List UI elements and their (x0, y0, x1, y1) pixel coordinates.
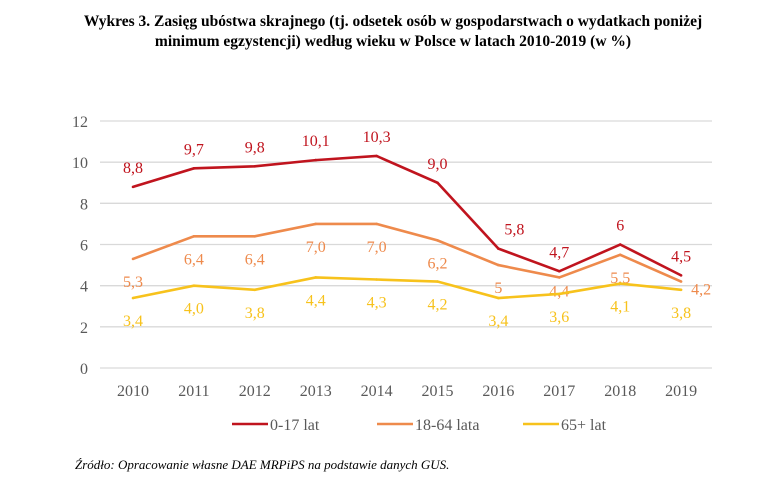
source-note: Źródło: Opracowanie własne DAE MRPiPS na… (75, 457, 450, 472)
x-tick-label: 2010 (117, 383, 149, 400)
data-label: 9,7 (184, 141, 204, 158)
data-label: 6,2 (428, 255, 448, 272)
data-label: 6,4 (245, 251, 265, 268)
data-point (558, 292, 561, 296)
data-point (375, 154, 378, 158)
data-label: 4,3 (367, 294, 387, 311)
data-point (436, 280, 439, 283)
data-label: 3,6 (549, 309, 569, 326)
data-label: 4,1 (610, 299, 630, 316)
data-point (497, 247, 500, 250)
data-point (618, 282, 622, 285)
data-label: 5 (494, 280, 502, 297)
data-label: 4,4 (549, 283, 569, 300)
y-tick-label: 2 (80, 320, 88, 337)
data-label: 4,2 (428, 297, 448, 314)
legend-label: 0-17 lat (270, 417, 320, 434)
data-label: 3,4 (123, 313, 143, 330)
data-label: 4,4 (306, 292, 326, 309)
data-point (253, 288, 257, 292)
data-label: 4,2 (691, 282, 711, 299)
x-tick-label: 2017 (543, 383, 575, 400)
data-label: 8,8 (123, 160, 143, 177)
data-label: 3,8 (245, 305, 265, 322)
data-label: 4,7 (549, 244, 569, 261)
data-point (131, 257, 135, 261)
data-point (375, 222, 378, 226)
x-tick-label: 2013 (300, 383, 332, 400)
data-point (618, 243, 622, 246)
data-label: 9,8 (245, 139, 265, 156)
series-line-18-64 lata (132, 222, 682, 283)
data-point (131, 185, 135, 189)
x-tick-label: 2012 (239, 383, 271, 400)
y-tick-label: 10 (72, 155, 88, 172)
data-label: 5,5 (610, 270, 630, 287)
x-tick-label: 2011 (178, 383, 209, 400)
data-point (375, 278, 378, 281)
data-label: 6,4 (184, 251, 204, 268)
data-point (618, 253, 622, 257)
title-line-1: Wykres 3. Zasięg ubóstwa skrajnego (tj. … (83, 13, 703, 30)
data-point (679, 288, 683, 292)
data-point (253, 234, 257, 238)
data-point (436, 181, 439, 185)
data-point (192, 234, 196, 238)
data-label: 10,1 (302, 133, 330, 150)
data-label: 5,8 (504, 222, 524, 239)
data-point (192, 284, 196, 287)
y-tick-label: 0 (80, 361, 88, 378)
data-point (558, 276, 561, 279)
y-tick-label: 8 (80, 196, 88, 213)
data-point (436, 239, 439, 242)
series-line-65+ lat (132, 276, 682, 300)
x-tick-label: 2019 (665, 383, 697, 400)
data-label: 10,3 (363, 129, 391, 146)
data-point (131, 296, 135, 300)
data-label: 6 (616, 218, 624, 235)
data-point (497, 296, 500, 300)
data-point (314, 222, 318, 226)
y-tick-label: 4 (80, 279, 88, 296)
legend-label: 65+ lat (561, 417, 607, 434)
data-point (679, 280, 683, 283)
data-label: 5,3 (123, 274, 143, 291)
x-tick-label: 2014 (361, 383, 393, 400)
legend-label: 18-64 lata (415, 417, 479, 434)
data-label: 9,0 (428, 156, 448, 173)
data-label: 3,8 (671, 305, 691, 322)
data-point (314, 276, 318, 279)
x-tick-label: 2015 (422, 383, 454, 400)
x-tick-label: 2016 (482, 383, 514, 400)
data-point (497, 263, 500, 267)
data-point (314, 158, 318, 162)
data-label: 7,0 (367, 239, 387, 256)
chart-title: Wykres 3. Zasięg ubóstwa skrajnego (tj. … (10, 12, 776, 52)
title-line-2: minimum egzystencji) według wieku w Pols… (154, 33, 632, 50)
data-label: 7,0 (306, 239, 326, 256)
data-point (253, 164, 257, 168)
y-tick-label: 12 (72, 114, 88, 131)
data-label: 4,5 (671, 248, 691, 265)
series-line-0-17 lat (132, 154, 682, 277)
data-label: 4,0 (184, 301, 204, 318)
data-point (192, 167, 196, 170)
data-point (679, 274, 683, 277)
y-tick-label: 6 (80, 238, 88, 255)
data-point (558, 269, 561, 273)
x-tick-label: 2018 (604, 383, 636, 400)
data-label: 3,4 (488, 313, 508, 330)
